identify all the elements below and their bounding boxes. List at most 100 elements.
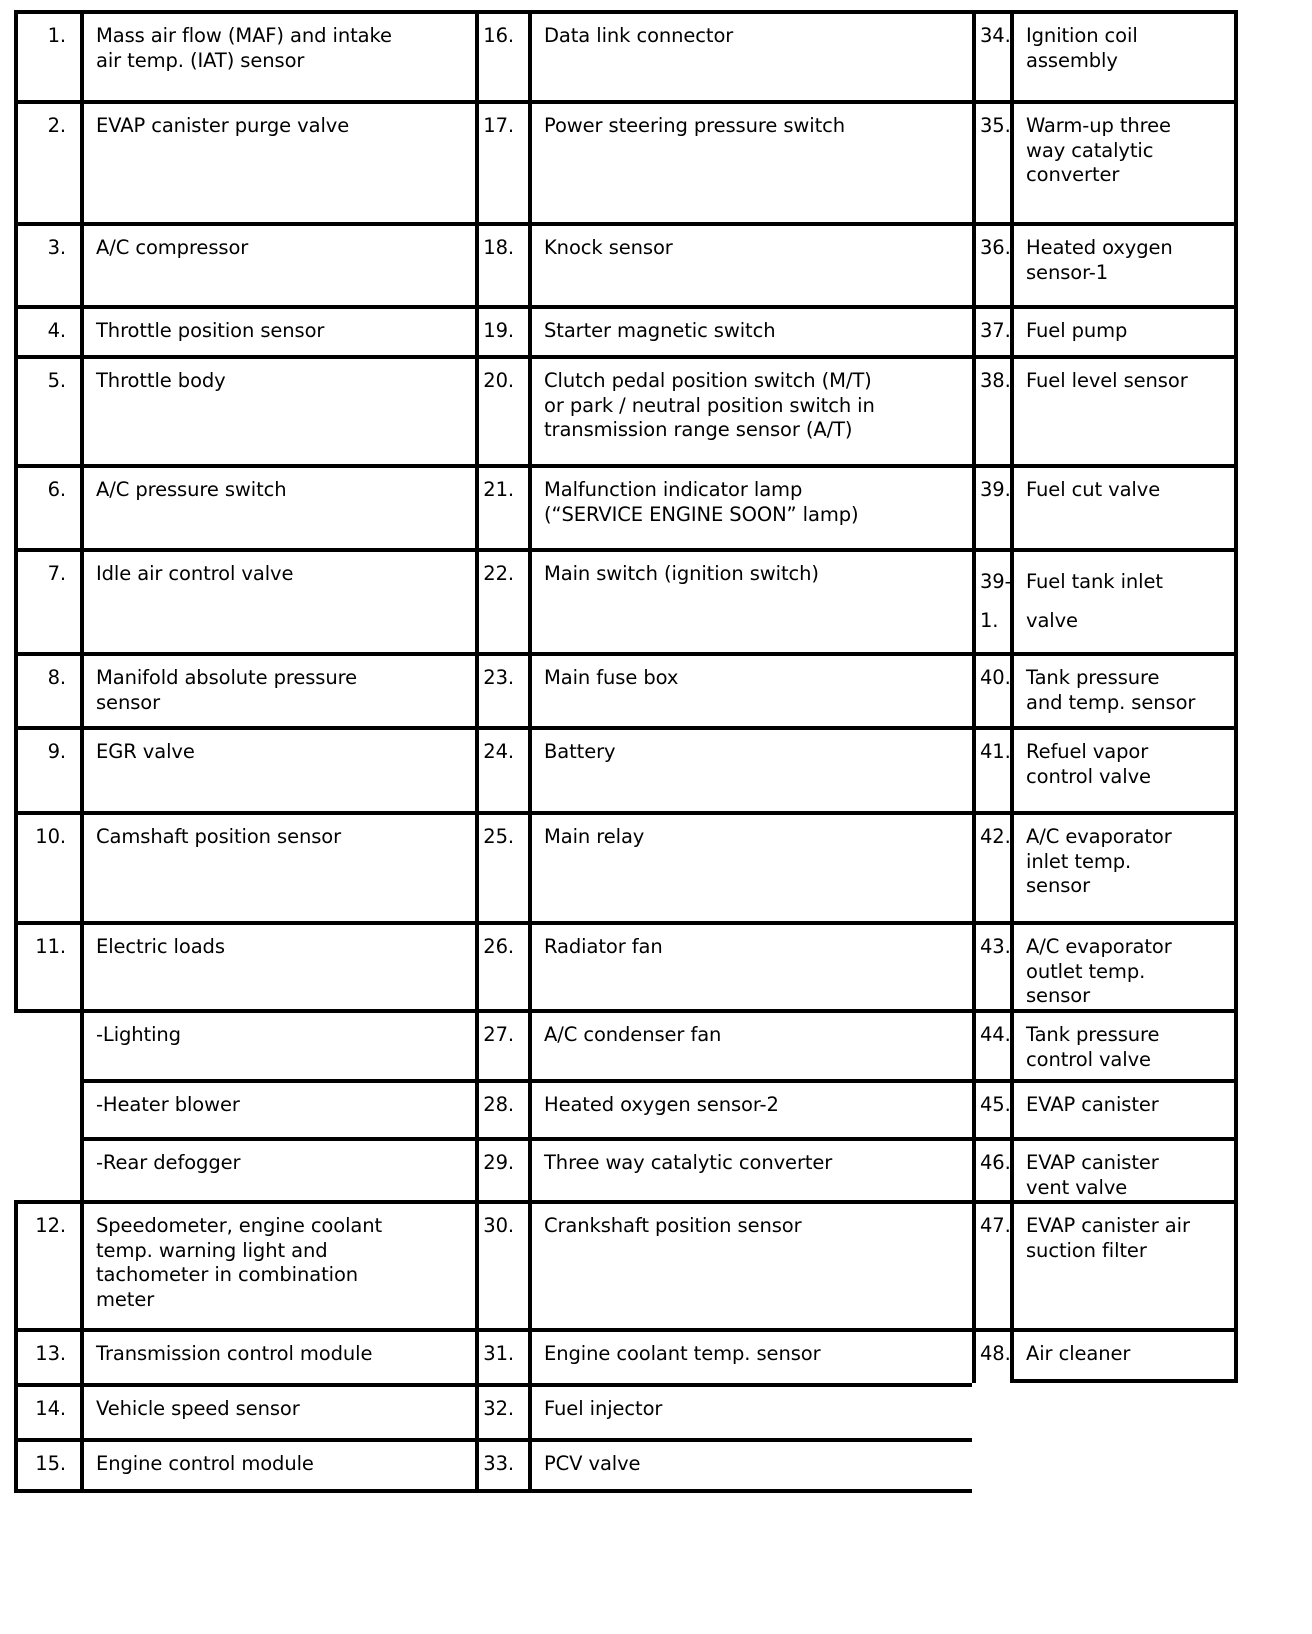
middle-row-label: Main switch (ignition switch) (528, 548, 972, 652)
middle-row-label: PCV valve (528, 1438, 972, 1493)
middle-row-number: 27. (475, 1009, 528, 1079)
right-row-label: Fuel tank inlet valve (1010, 548, 1238, 652)
left-row-label: Throttle position sensor (80, 305, 475, 355)
middle-row-number: 21. (475, 464, 528, 548)
left-row-label: EVAP canister purge valve (80, 100, 475, 222)
left-row-label: -Lighting (80, 1009, 475, 1079)
middle-row-number: 19. (475, 305, 528, 355)
right-row-number: 39- 1. (972, 548, 1010, 652)
right-row-label: Fuel pump (1010, 305, 1238, 355)
left-row-label: Manifold absolute pressure sensor (80, 652, 475, 726)
left-row-number: 11. (14, 921, 80, 1009)
right-row-number: 35. (972, 100, 1010, 222)
left-row-label: -Heater blower (80, 1079, 475, 1137)
left-row-number: 8. (14, 652, 80, 726)
middle-row-number: 22. (475, 548, 528, 652)
right-row-number: 37. (972, 305, 1010, 355)
right-row-number: 39. (972, 464, 1010, 548)
left-row-number: 7. (14, 548, 80, 652)
right-row-number: 47. (972, 1200, 1010, 1328)
right-row-number (972, 1383, 1010, 1438)
right-row-number (972, 1438, 1010, 1493)
left-row-label: Electric loads (80, 921, 475, 1009)
middle-row-label: Main relay (528, 811, 972, 921)
middle-row-label: Fuel injector (528, 1383, 972, 1438)
middle-row-number: 28. (475, 1079, 528, 1137)
left-row-number: 13. (14, 1328, 80, 1383)
left-row-number: 14. (14, 1383, 80, 1438)
left-row-label: Vehicle speed sensor (80, 1383, 475, 1438)
left-row-number: 9. (14, 726, 80, 811)
right-row-label: Tank pressure and temp. sensor (1010, 652, 1238, 726)
right-row-label: Refuel vapor control valve (1010, 726, 1238, 811)
middle-row-number: 20. (475, 355, 528, 464)
left-row-number: 5. (14, 355, 80, 464)
component-legend-table: 1. Mass air flow (MAF) and intake air tem… (14, 10, 1238, 1493)
middle-row-number: 18. (475, 222, 528, 305)
middle-row-number: 24. (475, 726, 528, 811)
right-row-label: Warm-up three way catalytic converter (1010, 100, 1238, 222)
left-row-label: Transmission control module (80, 1328, 475, 1383)
right-row-number: 36. (972, 222, 1010, 305)
right-row-label: Ignition coil assembly (1010, 10, 1238, 100)
right-row-number: 41. (972, 726, 1010, 811)
left-row-label: Speedometer, engine coolant temp. warnin… (80, 1200, 475, 1328)
middle-row-label: Battery (528, 726, 972, 811)
left-row-number: 4. (14, 305, 80, 355)
left-row-number: 1. (14, 10, 80, 100)
right-row-label: Fuel cut valve (1010, 464, 1238, 548)
left-row-label: Camshaft position sensor (80, 811, 475, 921)
middle-row-number: 16. (475, 10, 528, 100)
middle-row-label: Knock sensor (528, 222, 972, 305)
middle-row-number: 23. (475, 652, 528, 726)
middle-row-number: 17. (475, 100, 528, 222)
middle-row-label: Malfunction indicator lamp (“SERVICE ENG… (528, 464, 972, 548)
left-row-number (14, 1079, 80, 1137)
right-row-label (1010, 1438, 1238, 1493)
middle-row-number: 32. (475, 1383, 528, 1438)
left-row-number: 3. (14, 222, 80, 305)
left-row-label: A/C pressure switch (80, 464, 475, 548)
right-row-number: 40. (972, 652, 1010, 726)
right-row-number: 38. (972, 355, 1010, 464)
middle-row-label: Radiator fan (528, 921, 972, 1009)
right-row-label: Tank pressure control valve (1010, 1009, 1238, 1079)
middle-row-label: Data link connector (528, 10, 972, 100)
right-row-label: A/C evaporator outlet temp. sensor (1010, 921, 1238, 1009)
middle-row-number: 30. (475, 1200, 528, 1328)
right-row-label: Heated oxygen sensor-1 (1010, 222, 1238, 305)
middle-row-label: Power steering pressure switch (528, 100, 972, 222)
middle-row-label: Crankshaft position sensor (528, 1200, 972, 1328)
right-row-number: 43. (972, 921, 1010, 1009)
left-row-label: EGR valve (80, 726, 475, 811)
left-row-label: Throttle body (80, 355, 475, 464)
left-row-label: Mass air flow (MAF) and intake air temp.… (80, 10, 475, 100)
middle-row-label: Starter magnetic switch (528, 305, 972, 355)
right-row-label: EVAP canister (1010, 1079, 1238, 1137)
left-row-label: Engine control module (80, 1438, 475, 1493)
right-row-number: 42. (972, 811, 1010, 921)
left-row-number: 10. (14, 811, 80, 921)
middle-row-label: Heated oxygen sensor-2 (528, 1079, 972, 1137)
right-row-number: 44. (972, 1009, 1010, 1079)
right-row-label: Fuel level sensor (1010, 355, 1238, 464)
middle-row-number: 26. (475, 921, 528, 1009)
right-row-number: 46. (972, 1137, 1010, 1200)
middle-row-number: 33. (475, 1438, 528, 1493)
middle-row-label: Clutch pedal position switch (M/T) or pa… (528, 355, 972, 464)
right-row-label: Air cleaner (1010, 1328, 1238, 1383)
left-row-label: Idle air control valve (80, 548, 475, 652)
left-row-label: A/C compressor (80, 222, 475, 305)
middle-row-number: 29. (475, 1137, 528, 1200)
left-row-number (14, 1009, 80, 1079)
right-row-label (1010, 1383, 1238, 1438)
right-row-number: 34. (972, 10, 1010, 100)
left-row-label: -Rear defogger (80, 1137, 475, 1200)
right-row-label: A/C evaporator inlet temp. sensor (1010, 811, 1238, 921)
right-row-label: EVAP canister vent valve (1010, 1137, 1238, 1200)
right-row-label: EVAP canister air suction filter (1010, 1200, 1238, 1328)
middle-row-number: 31. (475, 1328, 528, 1383)
right-row-number: 45. (972, 1079, 1010, 1137)
left-row-number (14, 1137, 80, 1200)
middle-row-label: A/C condenser fan (528, 1009, 972, 1079)
